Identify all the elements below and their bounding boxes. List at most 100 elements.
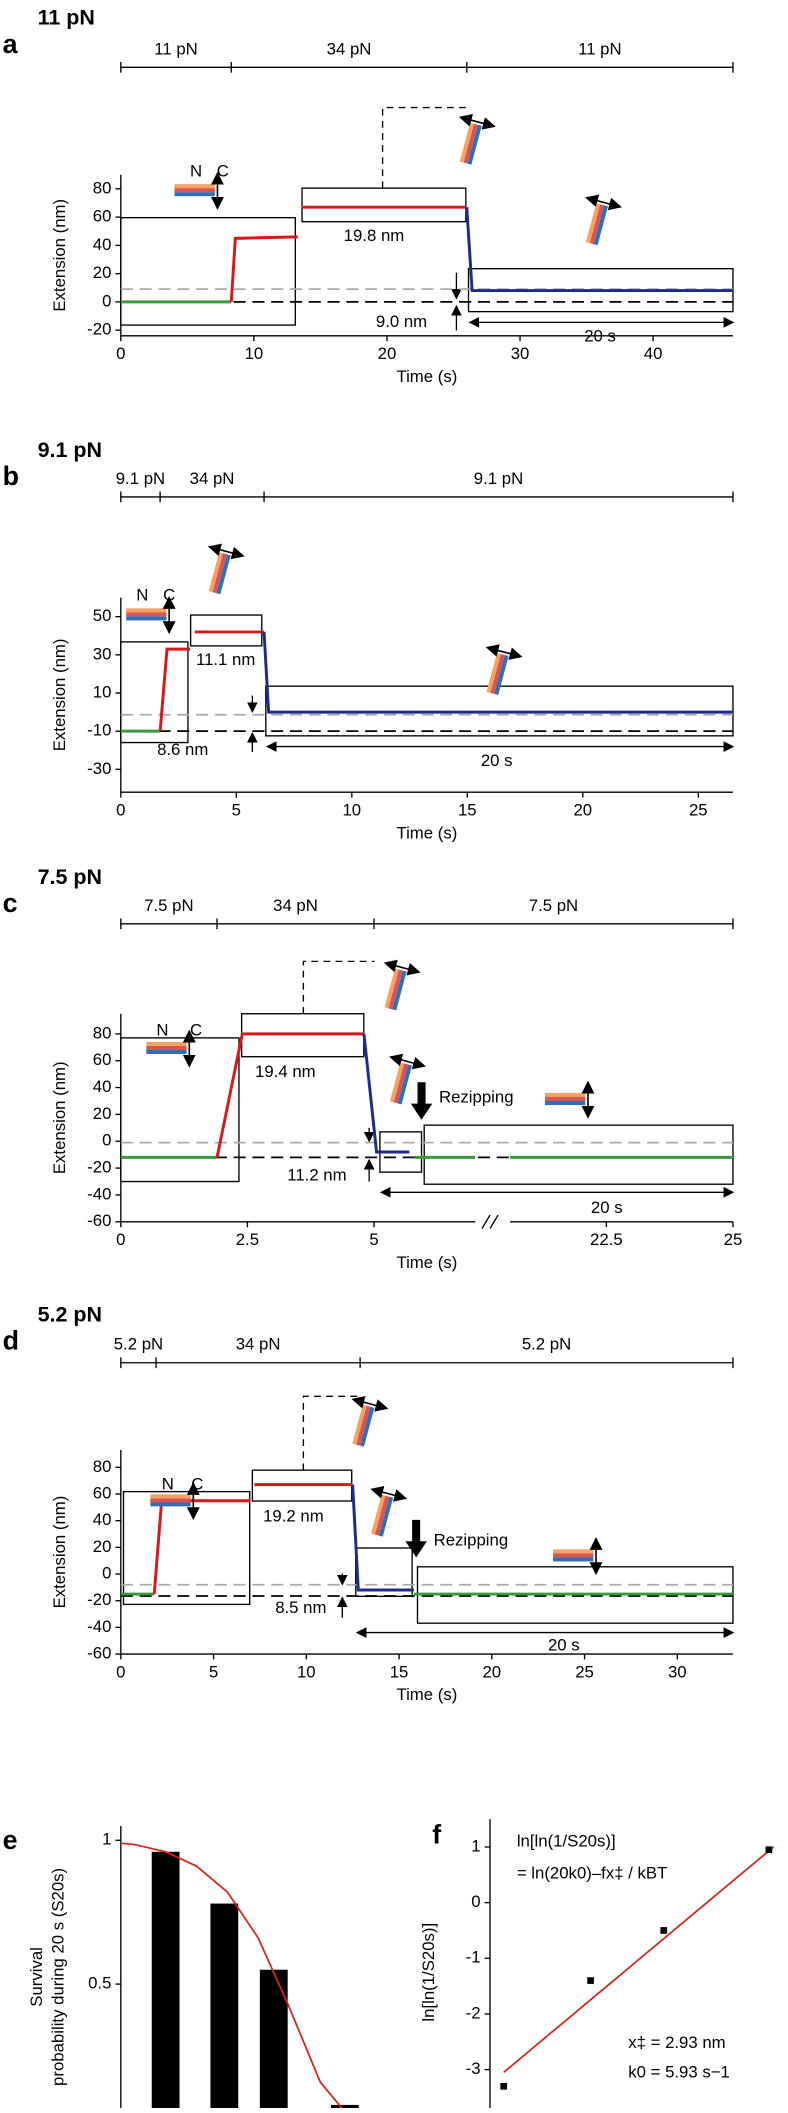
icon-strand [397, 1064, 412, 1105]
y-tick-label: 40 [93, 1510, 112, 1529]
y-tick-label: -40 [87, 1617, 111, 1636]
y-tick-label: 0 [471, 1892, 480, 1911]
annotation: 20 s [548, 1635, 580, 1654]
segment-box [423, 1124, 734, 1185]
icon-strand [494, 655, 509, 695]
icon-strand [490, 653, 505, 694]
annotation: 19.2 nm [263, 1507, 324, 1526]
panel-letter: b [3, 461, 19, 491]
y-tick-label: -60 [87, 1643, 111, 1662]
force-label: 11 pN [578, 39, 622, 58]
icon-strand [352, 1404, 367, 1445]
icon-strand [126, 608, 167, 613]
force-label: 34 pN [190, 469, 235, 488]
trace [215, 1032, 364, 1158]
trace [465, 207, 733, 293]
rezip-arrow [410, 1082, 433, 1120]
hairpin-icon [383, 959, 421, 1011]
icon-force [458, 114, 496, 130]
x-tick-label: 30 [668, 1662, 687, 1681]
y-tick-label: 0 [102, 1131, 111, 1150]
x-tick-label: 5 [209, 1662, 218, 1681]
x-tick-label: 20 [378, 344, 397, 363]
annotation: 9.0 nm [376, 312, 427, 331]
trace [262, 631, 733, 714]
y-tick-label: 30 [93, 644, 112, 663]
panel-title: 5.2 pN [38, 1302, 102, 1326]
icon-strand [467, 124, 482, 165]
icon-strand [146, 1049, 187, 1054]
x-tick-label: 5 [369, 1230, 378, 1249]
icon-strand [212, 553, 227, 594]
annotation: 11.2 nm [287, 1166, 346, 1185]
icon-strand [174, 188, 215, 193]
hairpin-icon [545, 1080, 595, 1119]
annotation: 8.6 nm [157, 740, 208, 759]
icon-strand [486, 652, 501, 693]
fit-line [503, 1846, 775, 2074]
icon-strand [174, 192, 215, 197]
icon-strand [463, 123, 478, 164]
annotation: ln[ln(1/S20s)] [517, 1831, 616, 1850]
icon-strand [553, 1553, 594, 1558]
x-tick-label: 30 [511, 344, 530, 363]
annotation: C [217, 161, 229, 180]
force-label: 7.5 pN [144, 896, 193, 915]
y-tick-label: 40 [93, 1077, 112, 1096]
annotation: x‡ = 2.93 nm [628, 2033, 725, 2052]
y-axis-label: Extension (nm) [50, 199, 69, 312]
y-tick-label: 80 [93, 1457, 112, 1476]
icon-strand [553, 1549, 594, 1554]
icon-strand [126, 612, 167, 617]
x-tick-label: 15 [390, 1662, 409, 1681]
x-tick-label: 20 [573, 800, 592, 819]
icon-force [370, 1485, 408, 1502]
y-axis-label: Extension (nm) [50, 1061, 69, 1174]
y-tick-label: -20 [87, 1590, 111, 1609]
icon-strand [146, 1045, 187, 1050]
panel-letter: d [3, 1326, 19, 1356]
bar [210, 1903, 239, 2113]
segment-box [301, 187, 467, 223]
rezip-arrow [405, 1519, 427, 1558]
y-tick-label: 50 [93, 606, 112, 625]
x-tick-label: 25 [724, 1230, 743, 1249]
y-tick-label: -2 [466, 2003, 481, 2022]
x-tick-label: 22.5 [590, 1230, 623, 1249]
icon-strand [360, 1406, 375, 1447]
annotation: N [156, 1021, 168, 1040]
y-tick-label: -60 [87, 1211, 111, 1230]
hairpin-icon [146, 1029, 196, 1068]
icon-strand [585, 203, 601, 244]
x-axis-label: Time (s) [396, 367, 457, 386]
dashed-bracket [302, 960, 375, 1014]
force-label: 5.2 pN [114, 1335, 163, 1354]
x-axis-label: Time (s) [396, 823, 457, 842]
trace [229, 205, 467, 302]
y-tick-label: 40 [93, 235, 112, 254]
x-tick-label: 0 [116, 800, 125, 819]
hairpin-icon [207, 543, 245, 595]
hairpin-icon [585, 194, 622, 246]
hairpin-icon [150, 1481, 200, 1521]
y-tick-label: -30 [87, 759, 111, 778]
icon-strand [374, 1495, 390, 1536]
y-tick-label: 10 [93, 682, 112, 701]
icon-strand [389, 1062, 405, 1103]
y-tick-label: -40 [87, 1184, 111, 1203]
bar [151, 1851, 180, 2113]
annotation: = ln(20k0)–fx‡ / kBT [517, 1864, 668, 1883]
y-tick-label: -10 [87, 721, 111, 740]
axis-break [489, 1214, 499, 1229]
y-tick-label: 80 [93, 1023, 112, 1042]
icon-force [383, 959, 421, 976]
panel-title: 9.1 pN [38, 438, 102, 462]
annotation: N [162, 1474, 174, 1493]
dashed-bracket [302, 1395, 360, 1471]
bar [259, 1969, 288, 2113]
annotation: Rezipping [439, 1088, 514, 1107]
trace [351, 1484, 414, 1592]
annotation: 19.8 nm [344, 226, 405, 245]
annotation: Rezipping [434, 1531, 509, 1550]
